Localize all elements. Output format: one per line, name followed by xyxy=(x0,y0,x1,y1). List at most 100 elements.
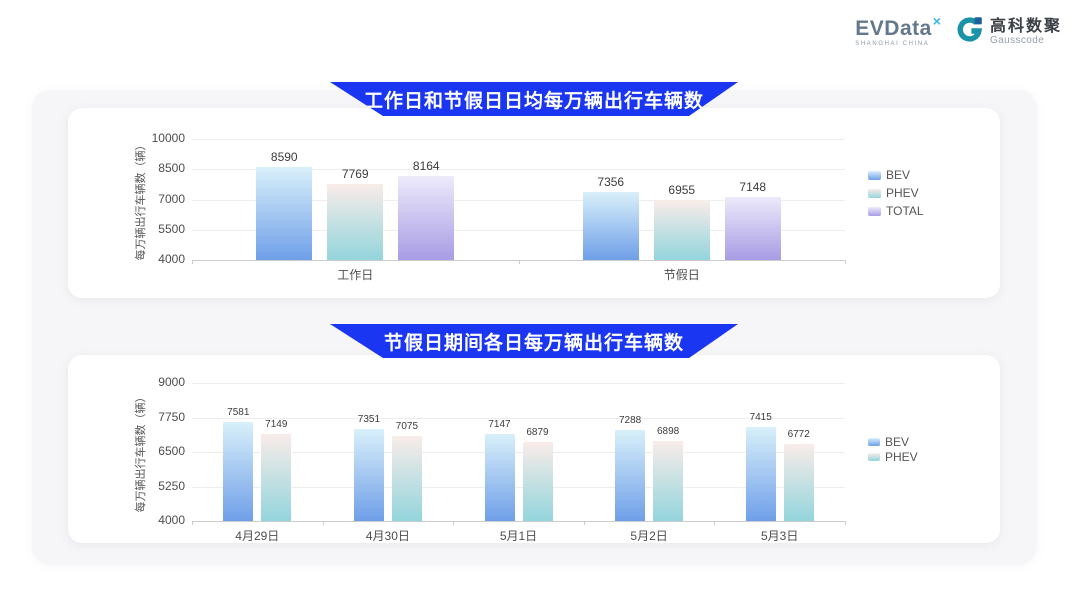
evdata-x-icon: × xyxy=(932,12,941,29)
y-axis-tick-label: 4000 xyxy=(158,513,185,527)
bar-value-label: 7288 xyxy=(618,415,642,427)
gridline xyxy=(192,199,845,201)
bar-value-label: 6898 xyxy=(656,426,680,437)
x-category-label: 5月3日 xyxy=(761,529,799,543)
y-axis-tick-label: 5500 xyxy=(158,221,185,236)
gausscode-en-label: Gausscode xyxy=(989,35,1045,46)
chart1-card xyxy=(68,108,1000,298)
x-axis-line xyxy=(192,521,845,522)
x-category-label: 5月2日 xyxy=(630,529,668,543)
legend-label: BEV xyxy=(886,168,911,182)
gridline xyxy=(192,486,845,488)
legend-swatch-icon xyxy=(868,437,880,446)
bar-value-label: 7075 xyxy=(395,421,419,433)
evdata-logo-text: EVData xyxy=(855,16,932,40)
gridline xyxy=(192,417,845,419)
gridline xyxy=(192,229,845,231)
bar-value-label: 7415 xyxy=(749,411,772,423)
x-category-label: 节假日 xyxy=(663,268,700,282)
x-category-label: 4月30日 xyxy=(365,529,410,543)
x-axis-tick xyxy=(322,521,324,525)
legend-label: PHEV xyxy=(885,449,918,464)
bar-PHEV xyxy=(653,200,710,260)
legend-item-bev[interactable]: BEV xyxy=(868,434,918,449)
bar-value-label: 8590 xyxy=(270,150,298,165)
bar-value-label: 7351 xyxy=(357,413,381,425)
legend-swatch-icon xyxy=(868,206,881,216)
bar-TOTAL xyxy=(398,176,455,260)
bar-TOTAL xyxy=(724,196,781,260)
x-axis-tick xyxy=(583,521,585,525)
bar-BEV xyxy=(484,434,515,521)
bar-value-label: 7769 xyxy=(341,166,369,181)
x-axis-tick xyxy=(192,521,193,525)
gausscode-logo-text: 高科数聚 Gausscode xyxy=(990,18,1062,46)
x-axis-tick xyxy=(453,521,455,525)
y-axis-tick-label: 4000 xyxy=(158,252,185,266)
gausscode-logo: 高科数聚 Gausscode xyxy=(956,16,1062,48)
legend-label: BEV xyxy=(885,434,910,449)
x-category-label: 5月1日 xyxy=(499,529,538,543)
x-axis-tick xyxy=(845,260,846,264)
y-axis-tick-label: 6500 xyxy=(158,444,185,458)
x-axis-tick xyxy=(192,260,193,264)
y-axis-tick-label: 9000 xyxy=(158,375,185,389)
x-category-label: 4月29日 xyxy=(235,529,280,543)
gridline xyxy=(192,452,845,453)
y-axis-tick-label: 7750 xyxy=(158,409,185,424)
gridline xyxy=(192,383,845,384)
y-axis-tick-label: 10000 xyxy=(151,131,185,145)
bar-PHEV xyxy=(261,434,292,521)
evdata-logo: EVData× SHANGHAI CHINA xyxy=(855,13,941,47)
x-category-label: 工作日 xyxy=(337,268,374,282)
bar-BEV xyxy=(582,192,639,260)
gridline xyxy=(192,139,845,140)
chart2-title-banner: 节假日期间各日每万辆出行车辆数 xyxy=(330,324,738,358)
bar-value-label: 8164 xyxy=(412,159,440,174)
legend-label: TOTAL xyxy=(886,204,924,218)
chart2-legend: BEV PHEV xyxy=(868,434,918,464)
legend-item-phev[interactable]: PHEV xyxy=(868,184,924,202)
bar-PHEV xyxy=(327,183,384,260)
bar-value-label: 7147 xyxy=(488,419,511,431)
bar-value-label: 7148 xyxy=(739,179,767,194)
bar-PHEV xyxy=(391,436,422,521)
x-axis-tick xyxy=(714,521,716,525)
bar-BEV xyxy=(615,430,646,521)
bar-PHEV xyxy=(653,441,684,521)
y-axis-tick-label: 5250 xyxy=(158,478,185,493)
bar-value-label: 6955 xyxy=(668,183,696,198)
legend-swatch-icon xyxy=(868,452,880,461)
bar-BEV xyxy=(353,428,384,521)
bar-value-label: 7356 xyxy=(597,175,625,190)
evdata-logo-subtext: SHANGHAI CHINA xyxy=(855,40,930,47)
bar-value-label: 7149 xyxy=(265,419,288,431)
legend-item-phev[interactable]: PHEV xyxy=(868,449,918,464)
chart1-title: 工作日和节假日日均每万辆出行车辆数 xyxy=(363,90,704,112)
x-axis-tick xyxy=(518,260,520,264)
chart2-title: 节假日期间各日每万辆出行车辆数 xyxy=(383,332,684,354)
bar-BEV xyxy=(223,422,254,521)
gausscode-g-icon xyxy=(956,16,983,48)
chart1-legend: BEV PHEV TOTAL xyxy=(868,166,924,220)
y-axis-tick-label: 8500 xyxy=(158,161,185,176)
bar-value-label: 7581 xyxy=(227,407,250,419)
bar-value-label: 6772 xyxy=(787,429,810,441)
legend-label: PHEV xyxy=(886,186,919,200)
chart1-title-banner: 工作日和节假日日均每万辆出行车辆数 xyxy=(330,82,738,116)
legend-swatch-icon xyxy=(868,170,881,180)
legend-item-bev[interactable]: BEV xyxy=(868,166,924,184)
legend-item-total[interactable]: TOTAL xyxy=(868,202,924,220)
bar-PHEV xyxy=(783,444,814,521)
legend-swatch-icon xyxy=(868,188,881,198)
bar-BEV xyxy=(745,426,776,521)
bar-BEV xyxy=(256,167,313,260)
header-logos: EVData× SHANGHAI CHINA 高科数聚 Gausscode xyxy=(855,13,1062,48)
y-axis-title: 每万辆出行车辆数（辆） xyxy=(135,391,147,513)
x-axis-tick xyxy=(845,521,846,525)
bar-value-label: 6879 xyxy=(526,426,549,438)
y-axis-tick-label: 7000 xyxy=(158,191,185,206)
gausscode-cn-label: 高科数聚 xyxy=(989,18,1062,35)
y-axis-title: 每万辆出行车辆数（辆） xyxy=(135,139,147,261)
